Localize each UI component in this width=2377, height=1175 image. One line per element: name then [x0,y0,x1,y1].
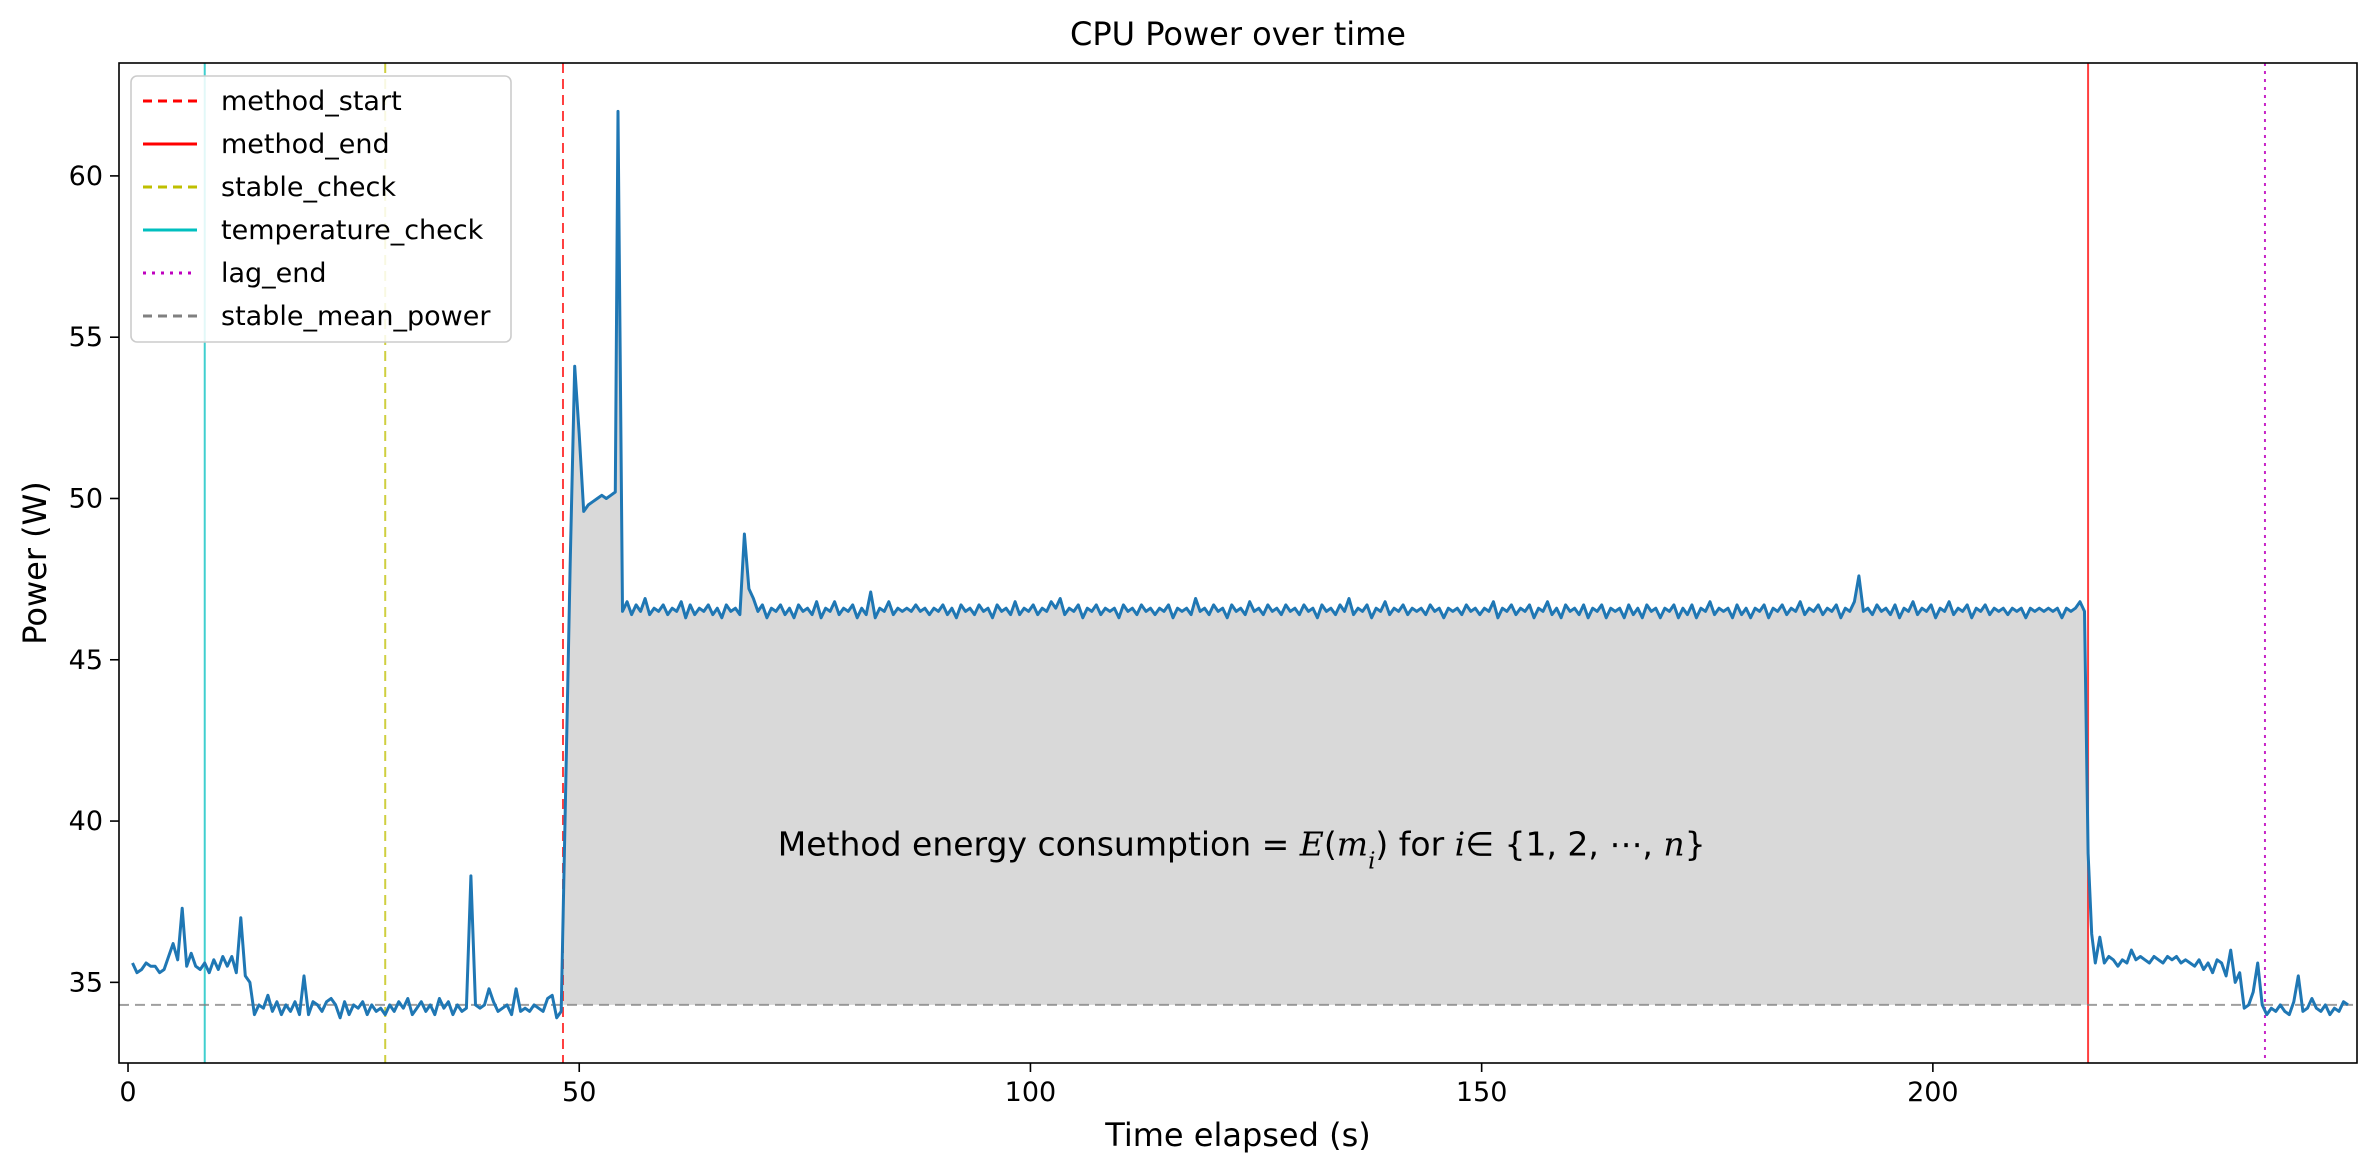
annotation-i-sub: i [1368,849,1375,875]
y-tick-label: 50 [69,483,103,514]
annotation-i: i [1455,825,1466,864]
x-tick-label: 200 [1907,1077,1959,1108]
legend-label-lag-end: lag_end [221,258,327,289]
y-tick-label: 40 [69,806,103,837]
axes-layer: 0 50 100 150 200 35 40 45 50 55 60 [69,62,2358,1108]
annotation-set: ∈ {1, 2, ⋯, [1465,825,1663,864]
text-layer: CPU Power over time Time elapsed (s) Pow… [16,15,1706,1154]
y-tick-label: 45 [69,645,103,676]
annotation-n: n [1663,825,1684,864]
legend-box [130,75,512,343]
legend: method_start method_end stable_checktemper… [130,75,512,343]
legend-label-stable-mean-power: stable_mean_power [221,301,491,332]
annotation-close: } [1685,825,1706,864]
y-axis-label: Power (W) [16,481,54,645]
x-tick-label: 0 [119,1077,136,1108]
annotation-m: m [1337,825,1368,864]
series-layer [131,109,2349,1020]
annotation-close-paren: ) [1375,825,1388,864]
y-tick-label: 60 [69,161,103,192]
x-tick-label: 50 [562,1077,596,1108]
energy-fill-layer [563,111,2089,1012]
annotation-prefix: Method energy consumption = [778,825,1300,864]
x-tick-label: 100 [1005,1077,1057,1108]
x-axis-label: Time elapsed (s) [1104,1116,1370,1154]
y-tick-label: 35 [69,967,103,998]
legend-label-stable-check: stable_check [221,172,396,203]
chart-title: CPU Power over time [1070,15,1406,53]
annotation-E: E [1299,825,1324,864]
plot-frame [118,62,2358,1064]
energy-annotation: Method energy consumption = E(mi) for i∈… [778,825,1706,875]
y-tick-label: 55 [69,322,103,353]
power-series-line [131,109,2349,1020]
legend-label-temperature-check: temperature_check [221,215,484,246]
annotation-for: for [1388,825,1454,864]
legend-label-method-start: method_start [221,86,402,117]
annotation-open-paren: ( [1324,825,1337,864]
x-tick-label: 150 [1456,1077,1508,1108]
energy-area [563,111,2089,1012]
legend-label-method-end: method_end [221,129,390,160]
